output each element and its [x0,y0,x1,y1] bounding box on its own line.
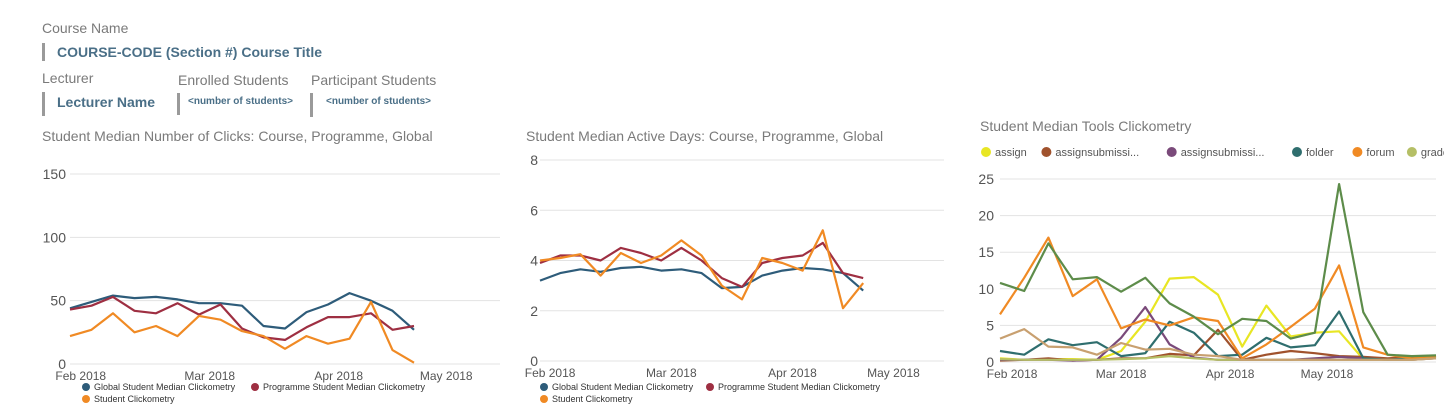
clicks-series-line [69,300,415,364]
legend-marker [251,383,259,391]
legend-marker [1406,147,1417,157]
tools-y-tick-label: 10 [978,281,994,297]
tools-y-tick-label: 15 [978,244,994,260]
lecturer-label: Lecturer [42,70,94,86]
participant-students-value: <number of students> [326,96,432,107]
days-x-tick-label: Apr 2018 [768,366,817,380]
days-y-tick-label: 6 [530,202,538,218]
active-days-chart-title: Student Median Active Days: Course, Prog… [526,128,884,144]
legend-label: gradereport... [1421,147,1444,159]
legend-marker [1166,147,1177,157]
legend-marker [540,383,548,391]
tools-x-tick-label: Apr 2018 [1206,367,1255,381]
legend-marker [82,383,90,391]
clicks-chart-title: Student Median Number of Clicks: Course,… [42,128,433,144]
course-name-label: Course Name [42,20,129,36]
legend-marker [540,395,548,403]
legend-marker [1352,147,1363,157]
tools-series-line [999,236,1437,360]
legend-label: Global Student Median Clickometry [552,382,694,392]
tools-y-tick-label: 0 [986,354,994,370]
days-series-line [539,241,864,288]
tools-series-line [999,328,1437,361]
clicks-x-tick-label: Mar 2018 [184,369,235,383]
clicks-y-tick-label: 100 [43,229,67,245]
tools-x-tick-label: Feb 2018 [987,367,1038,381]
legend-label: Student Clickometry [94,394,175,404]
clicks-y-tick-label: 0 [58,356,66,372]
days-y-tick-label: 0 [530,353,538,369]
tools-x-tick-label: May 2018 [1301,367,1354,381]
days-y-tick-label: 4 [530,253,538,269]
legend-label: folder [1306,147,1334,159]
tools-x-tick-label: Mar 2018 [1096,367,1147,381]
tools-y-tick-label: 25 [978,171,994,187]
days-series-line [539,229,865,310]
legend-label: Student Clickometry [552,394,633,404]
days-y-tick-label: 8 [530,152,538,168]
clicks-series-line [69,292,415,331]
clicks-x-tick-label: May 2018 [420,369,473,383]
legend-marker [1292,147,1302,157]
legend-label: Programme Student Median Clickometry [263,382,426,392]
tools-y-tick-label: 20 [978,208,994,224]
legend-label: assign [995,147,1027,159]
tools-chart-title: Student Median Tools Clickometry [980,118,1192,134]
tools-series-line [999,310,1437,361]
tools-series-line [999,183,1437,358]
legend-label: assignsubmissi... [1055,147,1139,159]
clicks-x-tick-label: Apr 2018 [314,369,363,383]
participant-students-label: Participant Students [311,72,437,88]
lecturer-name: Lecturer Name [57,94,156,110]
clicks-series-line [69,295,415,341]
enrolled-students-value: <number of students> [188,96,294,107]
days-x-tick-label: Feb 2018 [525,366,576,380]
clicks-x-tick-label: Feb 2018 [55,369,106,383]
legend-marker [1041,147,1052,157]
clicks-y-tick-label: 150 [43,166,67,182]
clicks-y-tick-label: 50 [50,293,66,309]
legend-marker [981,147,991,157]
days-series-line [539,265,864,292]
legend-label: Global Student Median Clickometry [94,382,236,392]
days-y-tick-label: 2 [530,303,538,319]
course-title: COURSE-CODE (Section #) Course Title [57,44,323,60]
course-name-marker [42,43,45,61]
enrolled-students-label: Enrolled Students [178,72,289,88]
days-x-tick-label: May 2018 [867,366,920,380]
legend-label: assignsubmissi... [1181,147,1265,159]
days-x-tick-label: Mar 2018 [646,366,697,380]
enrolled-students-marker [177,93,180,115]
participant-students-marker [310,93,313,117]
tools-y-tick-label: 5 [986,317,994,333]
legend-label: forum [1366,147,1394,159]
legend-label: Programme Student Median Clickometry [718,382,881,392]
lecturer-marker [42,92,45,116]
legend-marker [82,395,90,403]
legend-marker [706,383,714,391]
